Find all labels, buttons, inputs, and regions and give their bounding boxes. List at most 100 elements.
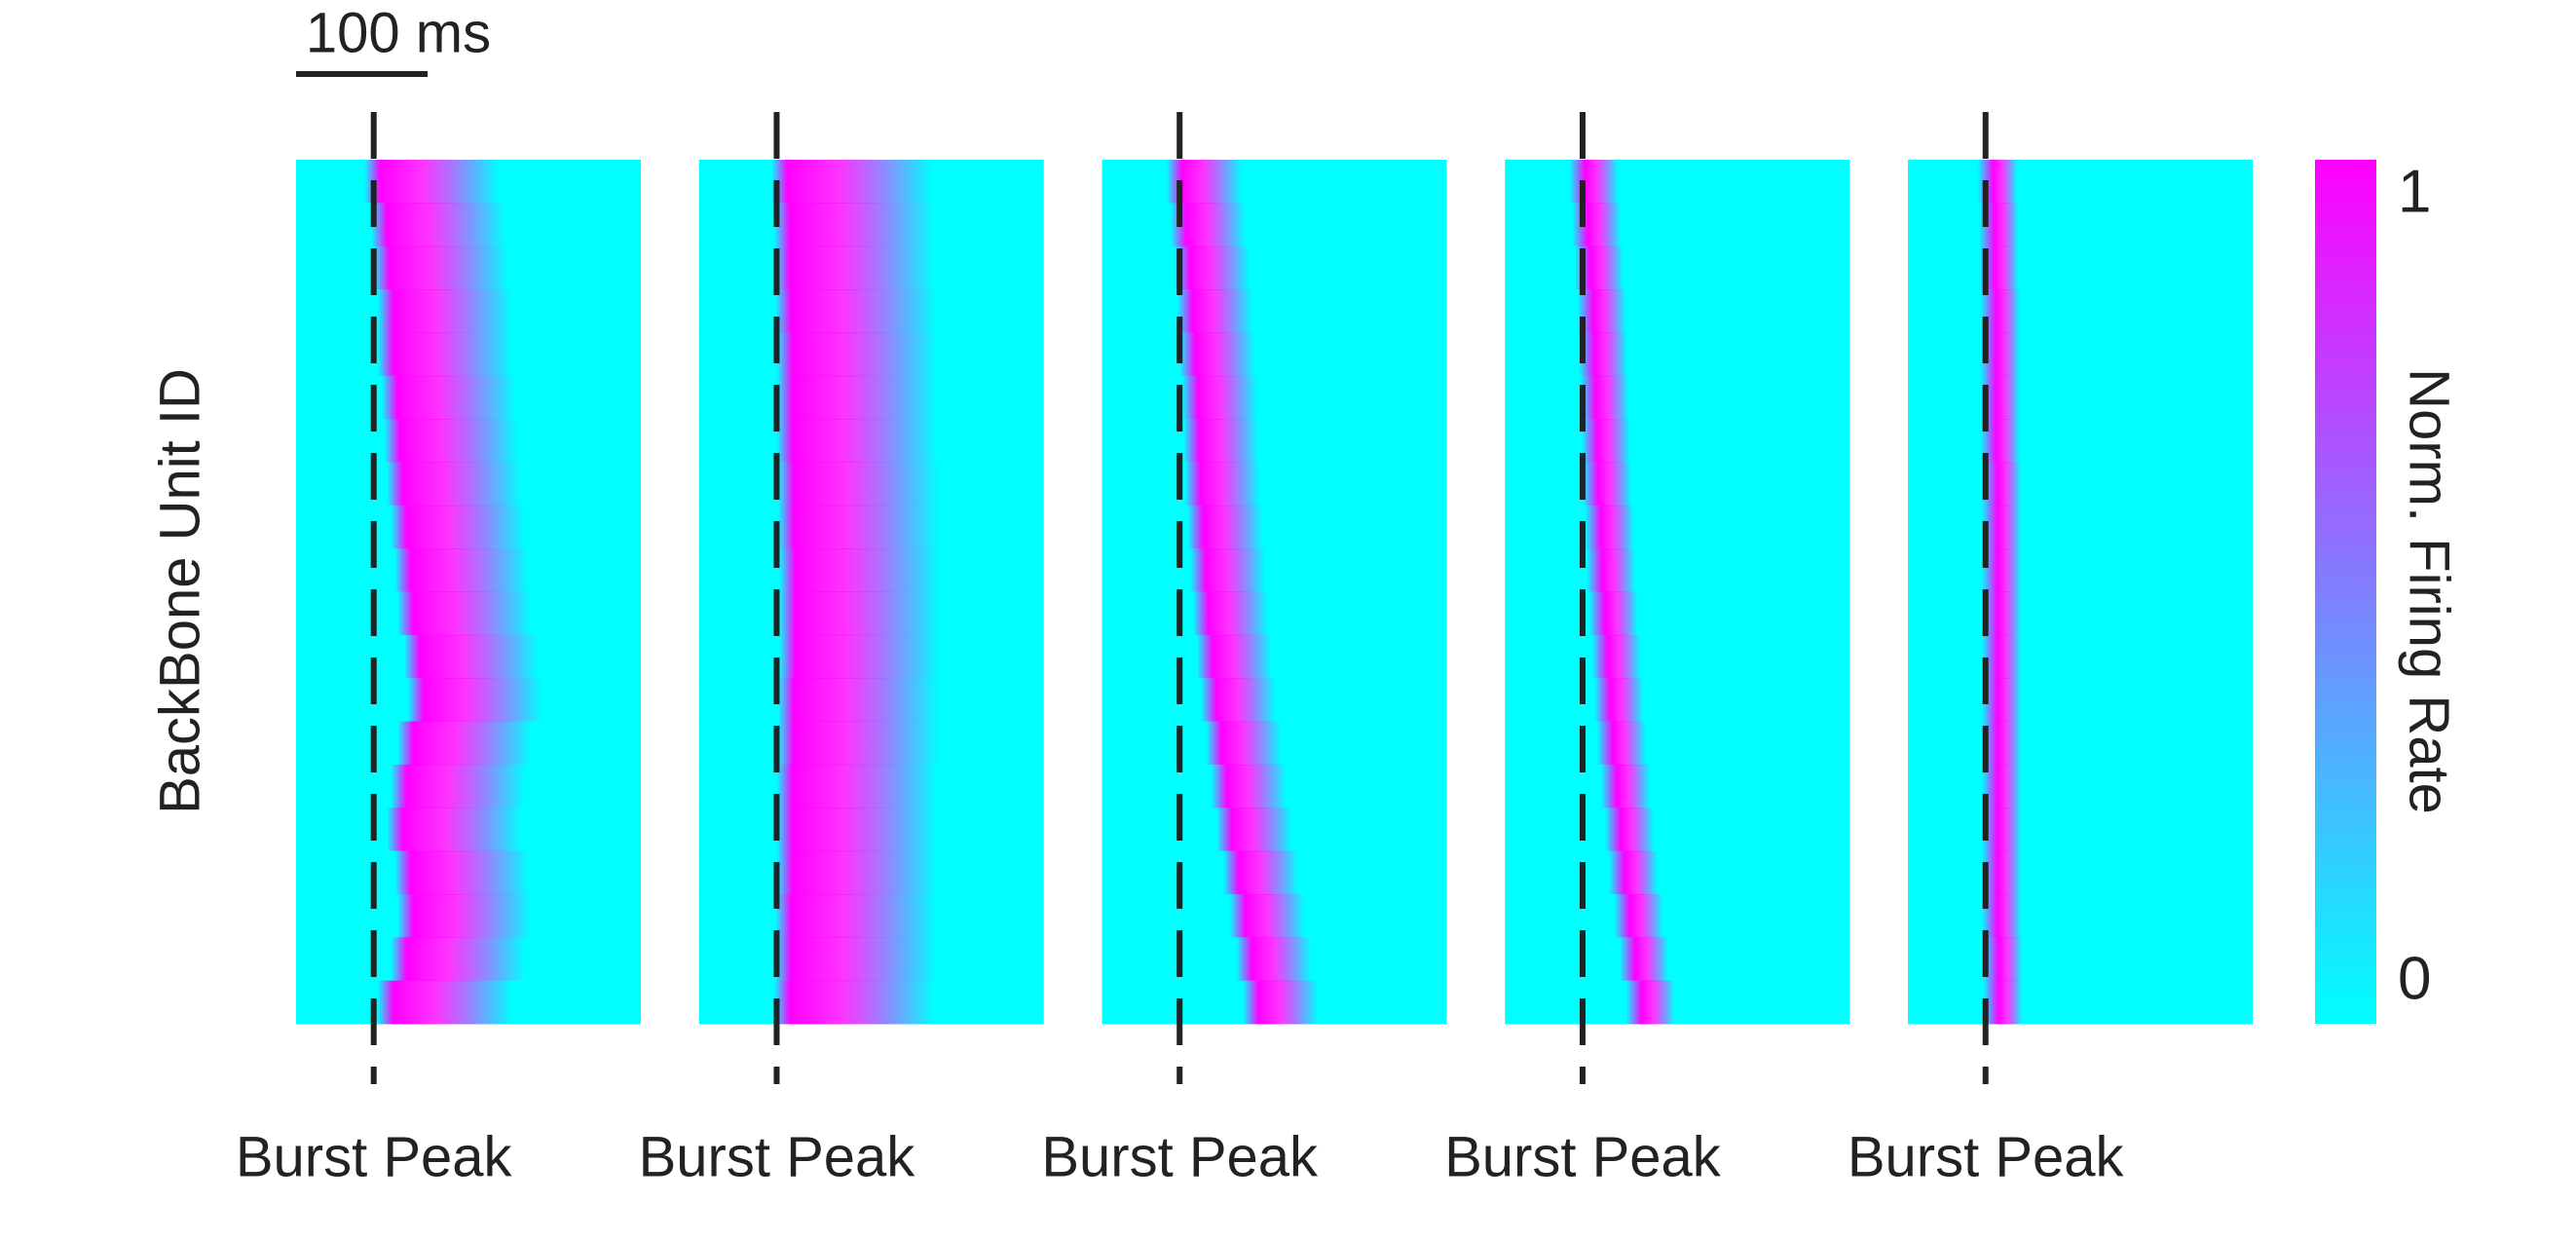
heatmap-row	[1101, 289, 1447, 333]
x-axis-label: Burst Peak	[1444, 1125, 1722, 1188]
heatmap-row	[698, 764, 1044, 808]
heatmap-row	[1908, 375, 2253, 420]
heatmap-row	[1101, 332, 1447, 377]
heatmap-row	[296, 634, 641, 679]
heatmap-row	[296, 980, 641, 1025]
colorbar-tick-label: 1	[2398, 158, 2431, 225]
heatmap-row	[1505, 634, 1850, 679]
heatmap-row	[698, 203, 1044, 247]
heatmap-row	[1908, 245, 2253, 290]
heatmap-row	[1908, 807, 2253, 852]
heatmap-row	[296, 591, 641, 636]
heatmap-row	[1505, 332, 1850, 377]
heatmap-row	[1101, 419, 1447, 463]
heatmap-row	[1908, 160, 2253, 204]
heatmap-row	[1908, 893, 2253, 938]
heatmap-row	[698, 505, 1044, 549]
heatmap-row	[296, 245, 641, 290]
heatmap-row	[698, 462, 1044, 507]
heatmap-row	[698, 591, 1044, 636]
scale-bar-label: 100 ms	[306, 1, 491, 64]
heatmap-row	[1505, 419, 1850, 463]
heatmap-row	[1908, 721, 2253, 766]
heatmap-row	[698, 807, 1044, 852]
heatmap-row	[296, 893, 641, 938]
heatmap-row	[1505, 721, 1850, 766]
x-axis-label: Burst Peak	[1041, 1125, 1319, 1188]
heatmap-row	[1101, 721, 1447, 766]
heatmap-row	[1101, 893, 1447, 938]
heatmap-row	[296, 462, 641, 507]
heatmap-row	[296, 375, 641, 420]
heatmap-row	[1908, 634, 2253, 679]
colorbar	[2315, 160, 2376, 1024]
heatmap-row	[1908, 462, 2253, 507]
heatmap-row	[1101, 807, 1447, 852]
heatmap-row	[1101, 764, 1447, 808]
heatmap-row	[1101, 462, 1447, 507]
heatmap-row	[296, 548, 641, 592]
heatmap-row	[1908, 505, 2253, 549]
heatmap-row	[698, 937, 1044, 982]
heatmap-row	[1101, 548, 1447, 592]
heatmap-row	[698, 893, 1044, 938]
heatmap-row	[698, 634, 1044, 679]
heatmap-row	[1505, 937, 1850, 982]
y-axis-label: BackBone Unit ID	[148, 368, 211, 814]
heatmap-row	[698, 678, 1044, 723]
heatmap-row	[1101, 634, 1447, 679]
heatmap-row	[1505, 591, 1850, 636]
heatmap-row	[1505, 289, 1850, 333]
x-axis-label: Burst Peak	[1848, 1125, 2125, 1188]
heatmap-row	[296, 937, 641, 982]
heatmap-row	[296, 160, 641, 204]
heatmap-row	[1101, 937, 1447, 982]
heatmap-row	[698, 160, 1044, 204]
heatmap-row	[1505, 462, 1850, 507]
heatmap-row	[296, 807, 641, 852]
heatmap-row	[1505, 505, 1850, 549]
heatmap-row	[698, 289, 1044, 333]
heatmap-row	[296, 289, 641, 333]
heatmap-row	[1505, 807, 1850, 852]
heatmap-row	[1101, 375, 1447, 420]
heatmap-row	[296, 505, 641, 549]
heatmap-row	[1505, 375, 1850, 420]
heatmap-row	[296, 721, 641, 766]
heatmap-row	[1505, 203, 1850, 247]
heatmap-row	[1908, 980, 2253, 1025]
heatmap-row	[1505, 850, 1850, 895]
x-axis-label: Burst Peak	[236, 1125, 513, 1188]
heatmap-row	[1101, 505, 1447, 549]
heatmap-row	[1101, 850, 1447, 895]
heatmap-row	[1908, 419, 2253, 463]
heatmap-row	[296, 764, 641, 808]
heatmap-row	[1908, 937, 2253, 982]
heatmap-row	[296, 419, 641, 463]
heatmap-row	[1505, 678, 1850, 723]
colorbar-tick-label: 0	[2398, 945, 2431, 1012]
heatmap-row	[296, 850, 641, 895]
heatmap-row	[1908, 548, 2253, 592]
heatmap-row	[1908, 591, 2253, 636]
heatmap-row	[1505, 245, 1850, 290]
heatmap-row	[1908, 764, 2253, 808]
heatmap-row	[1908, 289, 2253, 333]
heatmap-row	[698, 980, 1044, 1025]
heatmap-row	[1101, 678, 1447, 723]
heatmap-row	[698, 850, 1044, 895]
heatmap-row	[296, 203, 641, 247]
heatmap-row	[296, 678, 641, 723]
heatmap-row	[1908, 332, 2253, 377]
heatmap-row	[1908, 850, 2253, 895]
heatmap-row	[1101, 203, 1447, 247]
heatmap-row	[698, 245, 1044, 290]
heatmap-row	[698, 332, 1044, 377]
heatmap-row	[698, 419, 1044, 463]
heatmap-row	[1505, 980, 1850, 1025]
heatmap-row	[1505, 893, 1850, 938]
heatmap-row	[698, 548, 1044, 592]
heatmap-row	[1101, 160, 1447, 204]
heatmap-row	[1908, 678, 2253, 723]
